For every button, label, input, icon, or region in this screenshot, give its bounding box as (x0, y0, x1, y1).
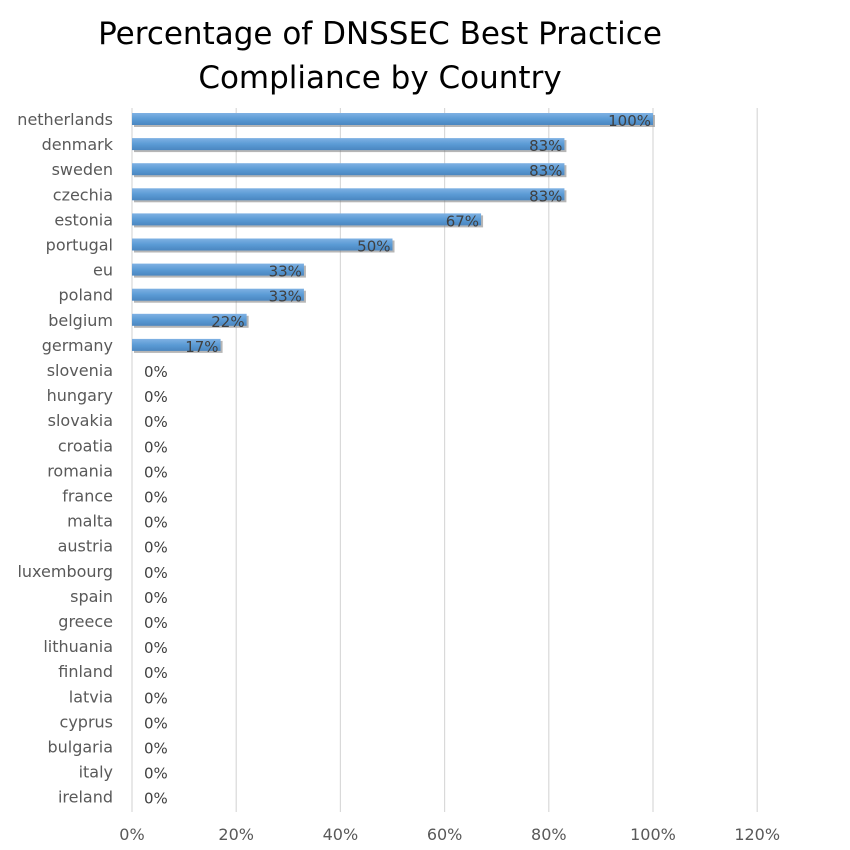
chart-title: Percentage of DNSSEC Best Practice Compl… (60, 12, 700, 100)
x-tick-label: 120% (734, 825, 780, 844)
data-label: 83% (529, 137, 562, 155)
data-label: 0% (144, 639, 168, 657)
category-label: malta (67, 512, 113, 531)
data-label: 33% (269, 263, 302, 281)
data-label: 0% (144, 614, 168, 632)
category-label: slovakia (48, 411, 113, 430)
category-label: eu (93, 261, 113, 280)
data-label: 100% (608, 112, 651, 130)
category-label: czechia (53, 185, 113, 204)
data-label: 0% (144, 689, 168, 707)
data-label: 0% (144, 438, 168, 456)
category-label: spain (70, 587, 113, 606)
category-label: greece (58, 612, 113, 631)
x-tick-label: 20% (218, 825, 254, 844)
chart-title-line-1: Percentage of DNSSEC Best Practice (98, 16, 662, 52)
x-tick-label: 80% (531, 825, 567, 844)
category-label: estonia (54, 210, 113, 229)
data-label: 0% (144, 564, 168, 582)
category-label: bulgaria (47, 738, 113, 757)
category-label: luxembourg (17, 562, 113, 581)
category-label: portugal (46, 236, 113, 255)
x-tick-label: 40% (323, 825, 359, 844)
bar-netherlands (132, 113, 653, 125)
bar-belgium (132, 313, 247, 326)
category-label: germany (42, 336, 113, 355)
data-label: 0% (144, 539, 168, 557)
category-label: poland (59, 286, 114, 305)
data-label: 0% (144, 463, 168, 481)
x-tick-label: 100% (630, 825, 676, 844)
category-label: denmark (42, 135, 114, 154)
category-label: belgium (48, 311, 113, 330)
bar-portugal (132, 238, 393, 251)
category-label: france (62, 487, 113, 506)
data-label: 17% (185, 338, 218, 356)
data-label: 0% (144, 363, 168, 381)
x-tick-label: 60% (427, 825, 463, 844)
category-label: austria (58, 537, 113, 556)
category-label: hungary (47, 386, 113, 405)
data-label: 83% (529, 187, 562, 205)
x-tick-label: 0% (119, 825, 144, 844)
data-label: 0% (144, 514, 168, 532)
x-tick-labels: 0% 20% 40% 60% 80% 100% 120% (119, 825, 780, 844)
data-label: 0% (144, 664, 168, 682)
data-labels: 100% 83% 83% 83% 67% 50% 33% 33% 22% 17% 0% 0% 0% 0% 0… (144, 112, 651, 808)
bar-sweden (132, 163, 565, 176)
bars (132, 113, 655, 353)
data-label: 0% (144, 714, 168, 732)
data-label: 22% (211, 313, 244, 331)
category-label: latvia (69, 687, 113, 706)
bar-czechia (132, 188, 565, 201)
category-label: sweden (52, 160, 113, 179)
data-label: 0% (144, 388, 168, 406)
category-label: lithuania (43, 637, 113, 656)
bar-germany (132, 338, 221, 351)
bar-denmark (132, 138, 565, 151)
category-label: croatia (58, 436, 113, 455)
bar-poland (132, 288, 304, 301)
category-label: ireland (58, 788, 113, 807)
data-label: 83% (529, 162, 562, 180)
data-label: 33% (269, 288, 302, 306)
category-labels: netherlands denmark sweden czechia estonia po… (17, 110, 113, 807)
category-label: finland (58, 662, 113, 681)
category-label: romania (47, 461, 113, 480)
data-label: 67% (446, 212, 479, 230)
bar-eu (132, 263, 304, 276)
data-label: 0% (144, 740, 168, 758)
category-label: slovenia (47, 361, 113, 380)
data-label: 50% (357, 238, 390, 256)
chart-title-line-2: Compliance by Country (198, 60, 562, 96)
category-label: cyprus (60, 712, 113, 731)
data-label: 0% (144, 790, 168, 808)
data-label: 0% (144, 589, 168, 607)
data-label: 0% (144, 413, 168, 431)
bar-estonia (132, 213, 482, 226)
data-label: 0% (144, 489, 168, 507)
category-label: netherlands (17, 110, 113, 129)
data-label: 0% (144, 765, 168, 783)
category-label: italy (79, 763, 113, 782)
